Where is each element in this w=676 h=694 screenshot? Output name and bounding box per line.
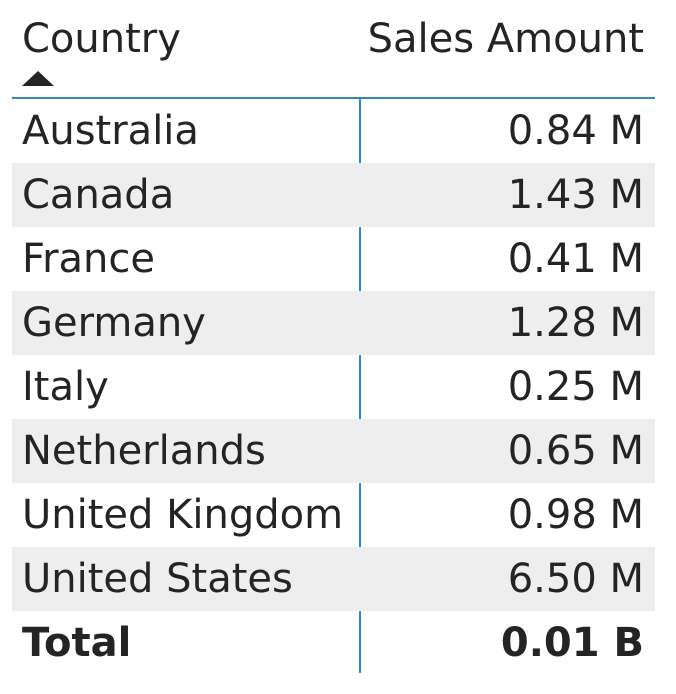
table-row[interactable]: France 0.41 M [12, 227, 655, 291]
sales-amount-cell: 1.28 M [507, 300, 644, 346]
country-column-header[interactable]: Country [22, 16, 181, 62]
sales-amount-cell: 1.43 M [507, 172, 644, 218]
country-cell: Canada [22, 172, 175, 218]
country-cell: Australia [22, 108, 199, 154]
table-row[interactable]: United States 6.50 M [12, 547, 655, 611]
table-row[interactable]: Italy 0.25 M [12, 355, 655, 419]
country-cell: Italy [22, 364, 109, 410]
sales-amount-cell: 0.65 M [507, 428, 644, 474]
sales-amount-cell: 0.25 M [507, 364, 644, 410]
header-divider [12, 97, 655, 99]
country-cell: Germany [22, 300, 206, 346]
sort-ascending-icon[interactable] [22, 71, 54, 86]
table-row[interactable]: Netherlands 0.65 M [12, 419, 655, 483]
table-header: Country Sales Amount [12, 0, 655, 98]
table-row[interactable]: Germany 1.28 M [12, 291, 655, 355]
column-divider [359, 99, 361, 673]
sales-amount-cell: 0.84 M [507, 108, 644, 154]
country-cell: France [22, 236, 156, 282]
country-cell: United States [22, 556, 293, 602]
table-row[interactable]: Canada 1.43 M [12, 163, 655, 227]
country-cell: United Kingdom [22, 492, 344, 538]
table-row[interactable]: Australia 0.84 M [12, 99, 655, 163]
sales-amount-cell: 6.50 M [507, 556, 644, 602]
sales-amount-column-header[interactable]: Sales Amount [367, 16, 644, 62]
table-row[interactable]: United Kingdom 0.98 M [12, 483, 655, 547]
total-sales-amount: 0.01 B [500, 620, 644, 666]
sales-table: Country Sales Amount Australia 0.84 M Ca… [12, 0, 655, 694]
sales-amount-cell: 0.98 M [507, 492, 644, 538]
table-body: Australia 0.84 M Canada 1.43 M France 0.… [12, 99, 655, 611]
country-cell: Netherlands [22, 428, 266, 474]
total-label: Total [22, 620, 132, 666]
sales-amount-cell: 0.41 M [507, 236, 644, 282]
total-row: Total 0.01 B [12, 611, 655, 675]
